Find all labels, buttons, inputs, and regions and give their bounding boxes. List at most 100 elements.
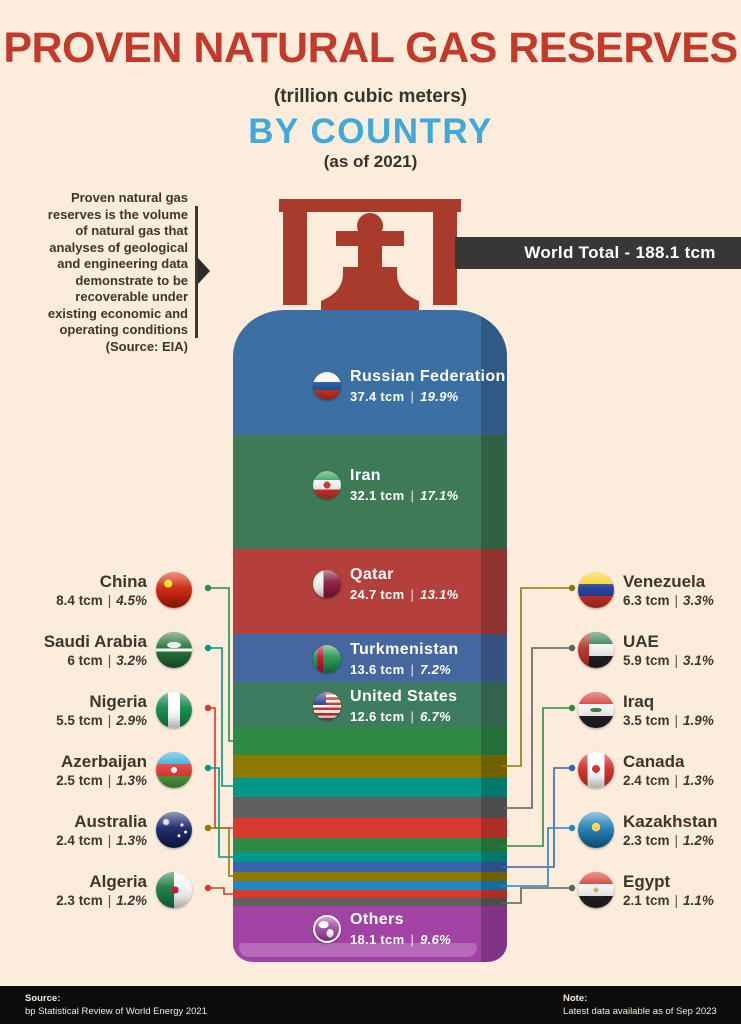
country-name: United States	[350, 688, 458, 705]
reserves-value: 18.1 tcm	[350, 931, 405, 947]
flag-algeria-icon	[156, 872, 192, 908]
country-name: Azerbaijan	[61, 751, 147, 771]
flag-canada-icon	[578, 752, 614, 788]
share-percent: 1.3%	[683, 773, 714, 789]
share-percent: 7.2%	[420, 661, 451, 677]
reserves-value: 37.4 tcm	[350, 388, 405, 404]
definition-line: of natural gas that	[75, 223, 188, 238]
value-separator: |	[674, 833, 679, 849]
connector-dot-egypt	[568, 884, 576, 892]
arrow-right-icon	[198, 258, 210, 284]
segment-label-text: Qatar 24.7 tcm | 13.1%	[350, 566, 459, 602]
title-as-of: (as of 2021)	[323, 152, 418, 171]
country-name: Qatar	[350, 566, 394, 583]
callout-text: Australia 2.4 tcm | 1.3%	[56, 812, 147, 849]
connector-line-iraq	[501, 707, 572, 847]
flag-qatar-icon	[313, 569, 341, 598]
callout-text: Algeria 2.3 tcm | 1.2%	[56, 872, 147, 909]
connector-line-kazakhstan	[501, 827, 572, 887]
band-nigeria	[233, 818, 507, 838]
connector-dot-iraq	[568, 704, 576, 712]
flag-iran-icon	[313, 470, 341, 499]
country-name: Venezuela	[623, 571, 706, 591]
callout-azerbaijan: Azerbaijan 2.5 tcm | 1.3%	[18, 741, 192, 799]
band-china	[233, 727, 507, 755]
callout-text: Kazakhstan 2.3 tcm | 1.2%	[623, 812, 717, 849]
band-venezuela	[233, 755, 507, 778]
band-uae	[233, 797, 507, 818]
definition-line: existing economic and	[47, 305, 188, 321]
value-row: 2.5 tcm | 1.3%	[56, 773, 147, 788]
value-separator: |	[107, 833, 112, 849]
reserves-value: 2.1 tcm	[623, 893, 670, 909]
share-percent: 3.3%	[683, 593, 714, 609]
flag-kazakhstan-icon	[578, 812, 614, 848]
country-name: Nigeria	[89, 691, 147, 711]
segment-label-text: Russian Federation 37.4 tcm | 19.9%	[350, 368, 506, 404]
callout-kazakhstan: Kazakhstan 2.3 tcm | 1.2%	[578, 801, 741, 859]
flag-usa-icon	[313, 691, 341, 720]
value-row: 2.3 tcm | 1.2%	[56, 893, 147, 908]
connector-line-canada	[501, 767, 572, 868]
reserves-value: 2.3 tcm	[623, 833, 670, 849]
reserves-value: 6.3 tcm	[623, 593, 670, 609]
connector-dot-canada	[568, 764, 576, 772]
segment-label-qatar: Qatar 24.7 tcm | 13.1%	[313, 566, 459, 602]
value-row: 37.4 tcm | 19.9%	[350, 389, 506, 404]
definition-line: (Source: EIA)	[105, 338, 188, 354]
reserves-value: 24.7 tcm	[350, 586, 405, 602]
callout-text: Nigeria 5.5 tcm | 2.9%	[56, 692, 147, 729]
value-separator: |	[410, 586, 415, 602]
reserves-value: 6 tcm	[67, 653, 103, 669]
value-row: 18.1 tcm | 9.6%	[350, 932, 451, 947]
note-label: Note:	[563, 993, 588, 1004]
definition-line: analyses of geological	[49, 239, 188, 255]
connector-line-egypt	[501, 887, 572, 904]
country-name: Russian Federation	[350, 368, 506, 385]
definition-line: and engineering data	[57, 256, 188, 271]
flag-egypt-icon	[578, 872, 614, 908]
definition-text: Proven natural gas reserves is the volume…	[22, 190, 188, 355]
value-row: 12.6 tcm | 6.7%	[350, 709, 457, 724]
share-percent: 9.6%	[420, 931, 451, 947]
value-row: 8.4 tcm | 4.5%	[56, 593, 147, 608]
cylinder-valve-icon	[279, 199, 461, 312]
callout-algeria: Algeria 2.3 tcm | 1.2%	[18, 861, 192, 919]
callout-australia: Australia 2.4 tcm | 1.3%	[18, 801, 192, 859]
flag-azerbaijan-icon	[156, 752, 192, 788]
band-algeria	[233, 890, 507, 898]
footer-note: Note: Latest data available as of Sep 20…	[563, 992, 717, 1018]
connector-dot-uae	[568, 644, 576, 652]
value-separator: |	[107, 653, 112, 669]
value-separator: |	[674, 713, 679, 729]
callout-china: China 8.4 tcm | 4.5%	[18, 561, 192, 619]
segment-label-usa: United States 12.6 tcm | 6.7%	[313, 688, 457, 724]
connector-dot-azerbaijan	[204, 764, 212, 772]
country-name: Kazakhstan	[623, 811, 718, 831]
reserves-value: 2.4 tcm	[623, 773, 670, 789]
reserves-value: 5.5 tcm	[56, 713, 103, 729]
band-turkmenistan	[233, 634, 507, 682]
band-australia	[233, 872, 507, 881]
value-separator: |	[674, 653, 679, 669]
band-canada	[233, 862, 507, 872]
value-row: 2.4 tcm | 1.3%	[56, 833, 147, 848]
band-usa	[233, 682, 507, 727]
flag-uae-icon	[578, 632, 614, 668]
reserves-value: 2.3 tcm	[56, 893, 103, 909]
definition-line: demonstrate to be	[75, 272, 188, 288]
share-percent: 1.3%	[116, 773, 147, 789]
callout-text: Venezuela 6.3 tcm | 3.3%	[623, 572, 714, 609]
value-separator: |	[674, 773, 679, 789]
share-percent: 1.3%	[116, 833, 147, 849]
callout-saudi: Saudi Arabia 6 tcm | 3.2%	[18, 621, 192, 679]
flag-china-icon	[156, 572, 192, 608]
segment-label-turkmenistan: Turkmenistan 13.6 tcm | 7.2%	[313, 641, 459, 677]
country-name: Iraq	[623, 691, 655, 711]
share-percent: 1.1%	[683, 893, 714, 909]
share-percent: 13.1%	[420, 586, 459, 602]
definition-line: operating conditions	[59, 322, 188, 337]
definition-line: Proven natural gas	[70, 190, 188, 205]
source-text: bp Statistical Review of World Energy 20…	[25, 1006, 207, 1017]
reserves-value: 32.1 tcm	[350, 487, 405, 503]
